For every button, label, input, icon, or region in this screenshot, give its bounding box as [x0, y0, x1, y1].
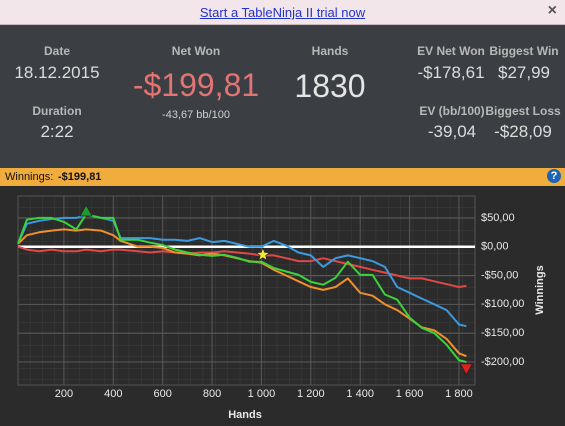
- stat-label: Net Won: [171, 44, 221, 58]
- stat-label: Biggest Loss: [485, 104, 561, 118]
- help-button[interactable]: ?: [547, 169, 561, 183]
- stat-value: 1830: [294, 68, 366, 104]
- y-tick-label: -$150,00: [481, 327, 524, 339]
- x-tick-label: 1 000: [248, 388, 276, 400]
- trial-banner: Start a TableNinja II trial now ×: [0, 0, 565, 25]
- stat-label: EV Net Won: [417, 44, 485, 58]
- stat-value: -39,04: [427, 122, 477, 141]
- marker: [79, 204, 93, 217]
- x-tick-label: 1 200: [297, 388, 325, 400]
- marker: [459, 363, 474, 376]
- x-axis-title: Hands: [228, 409, 262, 421]
- stat-label: Date: [43, 44, 71, 58]
- winnings-label: Winnings:: [5, 171, 54, 183]
- y-axis-title: Winnings: [534, 265, 546, 314]
- winnings-value: -$199,81: [58, 171, 102, 183]
- stat-sub: -43,67 bb/100: [162, 109, 230, 121]
- stat-value: $27,99: [498, 63, 550, 82]
- x-tick-label: 1 600: [396, 388, 424, 400]
- y-tick-label: -$50,00: [481, 269, 518, 281]
- y-tick-label: -$100,00: [481, 298, 524, 310]
- x-tick-label: 800: [203, 388, 221, 400]
- x-tick-label: 1 800: [445, 388, 473, 400]
- winnings-bar: Winnings: -$199,81 ?: [0, 168, 565, 186]
- stat-label: Duration: [32, 104, 82, 118]
- stat-value: -$199,81: [132, 67, 260, 103]
- x-tick-label: 1 400: [346, 388, 374, 400]
- stat-value: -$178,61: [417, 63, 485, 82]
- y-tick-label: $50,00: [481, 212, 515, 224]
- stats-panel: Date 18.12.2015 Duration 2:22 Net Won -$…: [0, 25, 565, 168]
- stat-value: 2:22: [40, 122, 74, 141]
- trial-link[interactable]: Start a TableNinja II trial now: [199, 5, 366, 20]
- stat-value: 18.12.2015: [14, 63, 100, 82]
- close-button[interactable]: ×: [547, 2, 557, 19]
- marker: [255, 246, 271, 262]
- series-line: [17, 245, 467, 288]
- stat-label: Hands: [311, 44, 349, 58]
- y-tick-label: $0,00: [481, 241, 509, 253]
- stat-label: Biggest Win: [489, 44, 559, 58]
- stat-value: -$28,09: [494, 122, 552, 141]
- y-tick-label: -$200,00: [481, 356, 524, 368]
- plot-area: [17, 195, 476, 386]
- x-tick-label: 200: [55, 388, 73, 400]
- x-tick-label: 600: [153, 388, 171, 400]
- stat-label: EV (bb/100): [419, 104, 485, 118]
- winnings-chart: Hands Winnings 200 400 600 800 1 000 1 200 1 4…: [0, 186, 565, 426]
- x-tick-label: 400: [104, 388, 122, 400]
